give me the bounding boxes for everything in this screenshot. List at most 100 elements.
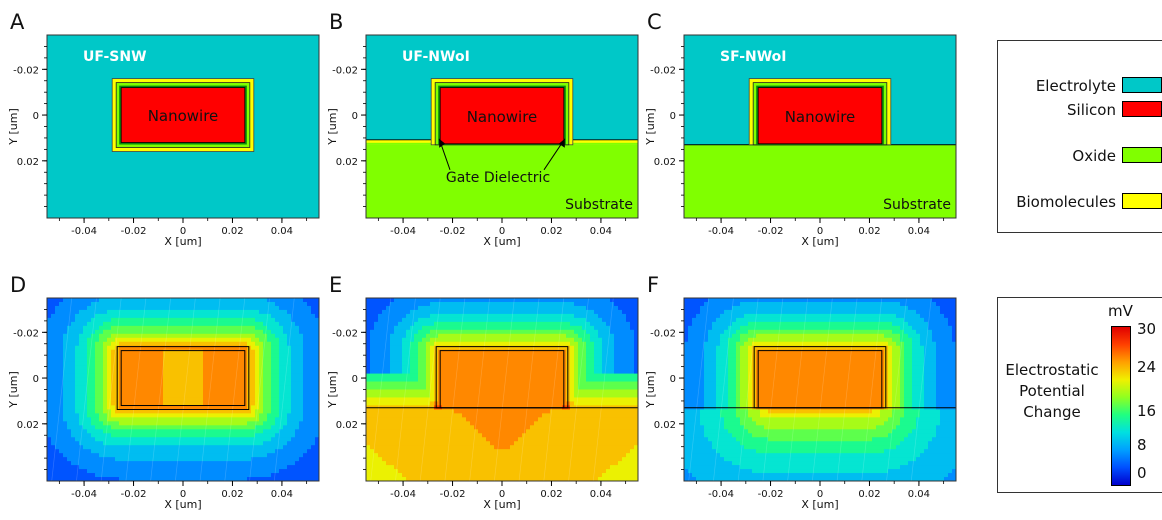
- potential-cell: [271, 469, 276, 474]
- potential-cell: [374, 301, 379, 307]
- potential-cell: [79, 449, 84, 454]
- potential-cell: [311, 365, 316, 371]
- potential-cell: [47, 373, 52, 379]
- potential-cell: [398, 409, 403, 414]
- potential-cell: [303, 333, 308, 339]
- potential-cell: [426, 321, 431, 327]
- potential-cell: [287, 333, 292, 339]
- potential-cell: [422, 417, 427, 422]
- potential-cell: [307, 477, 312, 481]
- potential-cell: [422, 437, 427, 442]
- arrowhead-right: [558, 138, 565, 148]
- potential-cell: [418, 437, 423, 442]
- potential-cell: [239, 405, 244, 410]
- potential-cell: [187, 389, 192, 395]
- potential-cell: [390, 301, 395, 307]
- potential-cell: [315, 337, 319, 343]
- potential-cell: [446, 349, 451, 355]
- potential-cell: [99, 345, 104, 351]
- potential-cell: [438, 298, 443, 303]
- potential-cell: [291, 413, 296, 418]
- potential-cell: [462, 437, 467, 442]
- potential-cell: [486, 317, 491, 323]
- potential-cell: [418, 329, 423, 335]
- potential-cell: [243, 461, 248, 466]
- potential-cell: [151, 385, 156, 391]
- potential-cell: [223, 437, 228, 442]
- potential-cell: [438, 461, 443, 466]
- potential-cell: [442, 417, 447, 422]
- potential-cell: [307, 425, 312, 430]
- potential-cell: [442, 309, 447, 315]
- potential-cell: [147, 405, 152, 410]
- potential-cell: [386, 409, 391, 414]
- potential-cell: [95, 437, 100, 442]
- potential-cell: [131, 437, 136, 442]
- potential-cell: [227, 449, 232, 454]
- potential-cell: [490, 325, 495, 331]
- potential-cell: [446, 385, 451, 391]
- potential-cell: [111, 353, 116, 359]
- potential-cell: [79, 301, 84, 307]
- potential-cell: [422, 469, 427, 474]
- potential-cell: [366, 453, 371, 458]
- potential-cell: [67, 337, 72, 343]
- potential-cell: [494, 397, 499, 403]
- potential-cell: [482, 425, 487, 430]
- potential-cell: [255, 337, 260, 343]
- potential-cell: [207, 477, 212, 481]
- potential-cell: [95, 393, 100, 399]
- potential-cell: [410, 413, 415, 418]
- potential-cell: [490, 301, 495, 307]
- potential-cell: [183, 417, 188, 422]
- potential-cell: [450, 469, 455, 474]
- potential-cell: [79, 369, 84, 375]
- x-tick-label: 0: [817, 226, 823, 237]
- potential-cell: [251, 477, 256, 481]
- potential-cell: [175, 405, 180, 410]
- potential-cell: [51, 453, 56, 458]
- potential-cell: [498, 449, 503, 454]
- potential-cell: [494, 385, 499, 391]
- potential-cell: [83, 317, 88, 323]
- potential-cell: [223, 349, 228, 355]
- potential-cell: [442, 445, 447, 450]
- potential-cell: [51, 457, 56, 462]
- potential-cell: [91, 469, 96, 474]
- potential-cell: [151, 373, 156, 379]
- potential-cell: [490, 469, 495, 474]
- potential-cell: [131, 397, 136, 403]
- potential-cell: [474, 305, 479, 311]
- potential-cell: [307, 385, 312, 391]
- potential-cell: [307, 313, 312, 319]
- potential-cell: [390, 465, 395, 470]
- potential-cell: [287, 401, 292, 407]
- potential-cell: [183, 309, 188, 315]
- potential-cell: [410, 389, 415, 395]
- potential-cell: [71, 333, 76, 339]
- potential-cell: [490, 445, 495, 450]
- potential-cell: [147, 361, 152, 367]
- potential-cell: [311, 465, 316, 470]
- potential-cell: [191, 357, 196, 363]
- potential-cell: [466, 389, 471, 395]
- potential-cell: [486, 305, 491, 311]
- potential-cell: [394, 373, 399, 379]
- potential-cell: [227, 301, 232, 307]
- potential-cell: [498, 433, 503, 438]
- potential-cell: [466, 325, 471, 331]
- potential-cell: [211, 441, 216, 446]
- potential-cell: [315, 401, 319, 407]
- potential-cell: [179, 413, 184, 418]
- potential-cell: [83, 353, 88, 359]
- potential-cell: [147, 453, 152, 458]
- potential-cell: [87, 405, 92, 410]
- potential-cell: [466, 369, 471, 375]
- potential-cell: [478, 425, 483, 430]
- potential-cell: [386, 433, 391, 438]
- potential-cell: [155, 469, 160, 474]
- potential-cell: [131, 301, 136, 307]
- potential-cell: [422, 329, 427, 335]
- potential-cell: [167, 361, 172, 367]
